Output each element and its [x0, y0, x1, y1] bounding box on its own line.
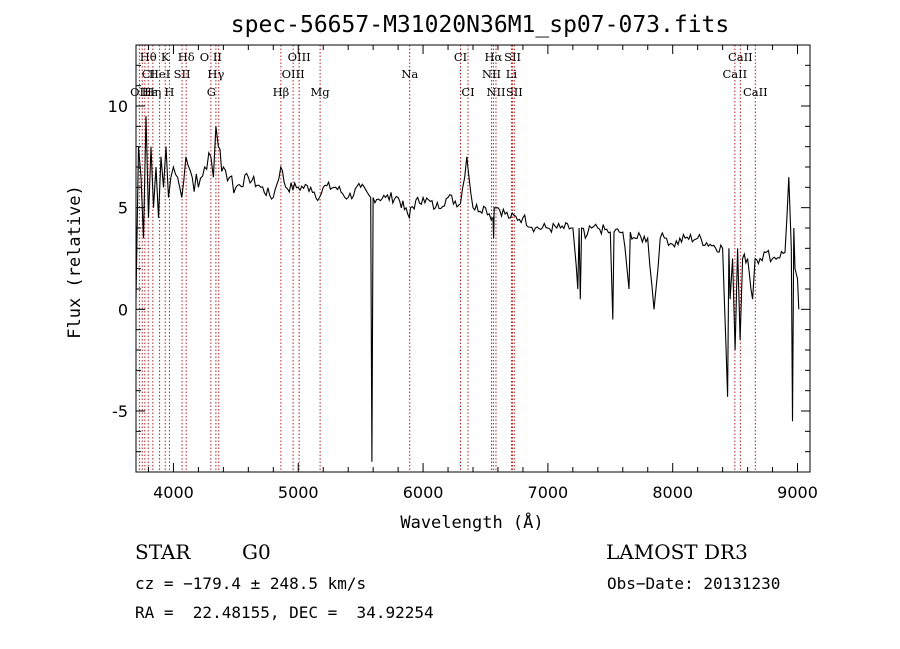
line-label: HeI	[149, 67, 170, 81]
line-label: CaII	[728, 50, 753, 64]
line-label: SII	[506, 85, 523, 99]
line-label: K	[161, 50, 170, 64]
x-tick-label: 7000	[528, 483, 569, 502]
line-label: NII	[482, 67, 501, 81]
line-markers	[138, 45, 756, 472]
line-label: G	[207, 85, 216, 99]
plot-frame	[135, 44, 811, 473]
line-label: CaII	[743, 85, 768, 99]
line-label: Hδ	[178, 50, 195, 64]
axis-ticks: 4000 5000 6000 7000 8000 9000 -5 0 5 10	[108, 44, 818, 502]
line-label: Hγ	[207, 67, 224, 81]
line-label: H	[164, 85, 174, 99]
line-label: OII	[130, 85, 149, 99]
x-tick-label: 4000	[153, 483, 194, 502]
line-label: Hε	[142, 85, 158, 99]
line-label: CI	[461, 85, 474, 99]
line-label: CI	[142, 67, 155, 81]
line-label: CI	[454, 50, 467, 64]
observation-date: Obs−Date: 20131230	[607, 574, 781, 593]
line-label: SII	[174, 67, 191, 81]
y-tick-label: 0	[118, 300, 128, 319]
line-label: Li	[506, 67, 518, 81]
x-tick-label: 6000	[403, 483, 444, 502]
line-label: OIII	[288, 50, 311, 64]
line-label: NII	[486, 85, 505, 99]
y-axis-label: Flux (relative)	[65, 185, 85, 339]
line-label: Na	[401, 67, 418, 81]
y-tick-label: 5	[118, 199, 128, 218]
spectral-subclass: G0	[242, 540, 271, 564]
line-label: Hβ	[273, 85, 290, 99]
y-tick-label: 10	[108, 97, 128, 116]
line-label: O II	[200, 50, 222, 64]
x-tick-label: 5000	[278, 483, 319, 502]
survey-name: LAMOST DR3	[606, 540, 748, 564]
line-label: Mg	[311, 85, 331, 99]
sky-coordinates: RA = 22.48155, DEC = 34.92254	[135, 603, 434, 622]
line-label: Hη	[144, 85, 161, 99]
line-label: Hα	[484, 50, 502, 64]
line-label: CaII	[722, 67, 747, 81]
x-axis-label: Wavelength (Å)	[400, 511, 543, 533]
line-label: Hθ	[140, 50, 157, 64]
object-class: STAR	[135, 540, 191, 564]
line-label: SII	[504, 50, 521, 64]
x-tick-label: 9000	[777, 483, 818, 502]
chart-title: spec-56657-M31020N36M1_sp07-073.fits	[231, 12, 730, 38]
line-label: OIII	[282, 67, 305, 81]
x-tick-label: 8000	[652, 483, 693, 502]
redshift-velocity: cz = −179.4 ± 248.5 km/s	[135, 574, 367, 593]
y-tick-label: -5	[112, 402, 128, 421]
flux-series-line	[135, 116, 800, 462]
